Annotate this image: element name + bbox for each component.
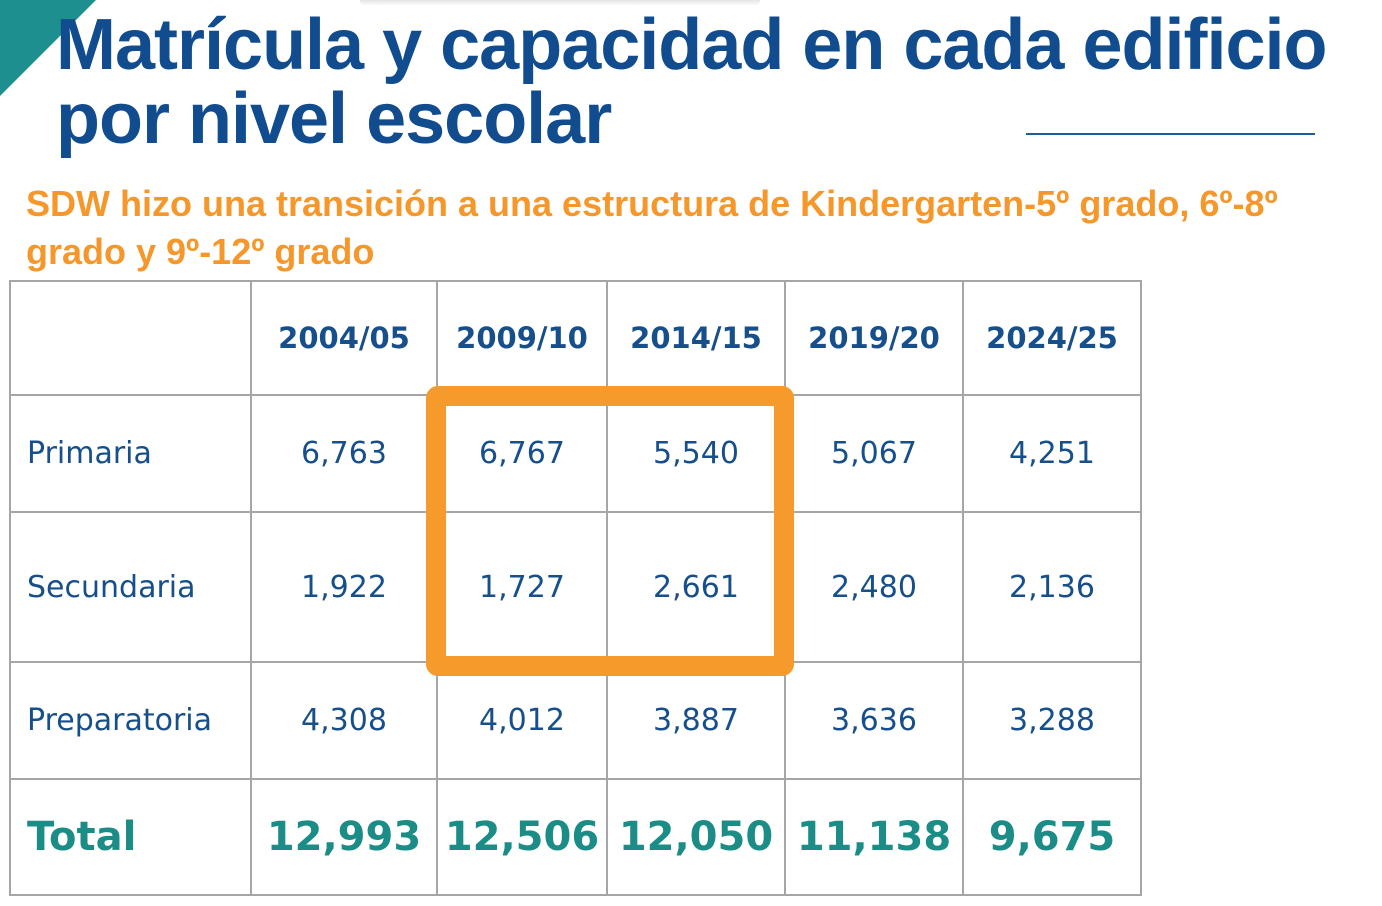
table-cell: 1,727 [436,511,608,663]
row-label-total: Total [9,778,252,896]
row-label-primaria: Primaria [9,394,252,513]
row-label-preparatoria: Preparatoria [9,661,252,780]
corner-accent-shape [0,0,96,96]
header-cell-2024-25: 2024/25 [962,280,1142,396]
table-cell: 5,540 [606,394,786,513]
table-cell: 6,767 [436,394,608,513]
header-cell-empty [9,280,252,396]
table-cell: 2,136 [962,511,1142,663]
table-cell: 2,480 [784,511,964,663]
table-row-preparatoria: Preparatoria 4,308 4,012 3,887 3,636 3,2… [9,661,1142,780]
page-title: Matrícula y capacidad en cada edificio p… [56,5,1327,159]
header-cell-2009-10: 2009/10 [436,280,608,396]
table-cell: 1,922 [250,511,438,663]
table-cell: 3,636 [784,661,964,780]
table-cell: 2,661 [606,511,786,663]
enrollment-table: 2004/05 2009/10 2014/15 2019/20 2024/25 … [9,280,1142,896]
total-cell: 11,138 [784,778,964,896]
table-cell: 4,251 [962,394,1142,513]
table-cell: 3,887 [606,661,786,780]
header-cell-2004-05: 2004/05 [250,280,438,396]
total-cell: 12,050 [606,778,786,896]
table-header-row: 2004/05 2009/10 2014/15 2019/20 2024/25 [9,280,1142,396]
table-row-total: Total 12,993 12,506 12,050 11,138 9,675 [9,778,1142,896]
table-cell: 3,288 [962,661,1142,780]
table-cell: 4,308 [250,661,438,780]
total-cell: 9,675 [962,778,1142,896]
table-row-primaria: Primaria 6,763 6,767 5,540 5,067 4,251 [9,394,1142,513]
header-cell-2014-15: 2014/15 [606,280,786,396]
total-cell: 12,993 [250,778,438,896]
table-row-secundaria: Secundaria 1,922 1,727 2,661 2,480 2,136 [9,511,1142,663]
header-cell-2019-20: 2019/20 [784,280,964,396]
table-cell: 4,012 [436,661,608,780]
total-cell: 12,506 [436,778,608,896]
row-label-secundaria: Secundaria [9,511,252,663]
table-cell: 6,763 [250,394,438,513]
title-underline-rule [1026,133,1315,135]
top-shadow [360,0,760,6]
table-cell: 5,067 [784,394,964,513]
page-subtitle: SDW hizo una transición a una estructura… [26,183,1278,272]
